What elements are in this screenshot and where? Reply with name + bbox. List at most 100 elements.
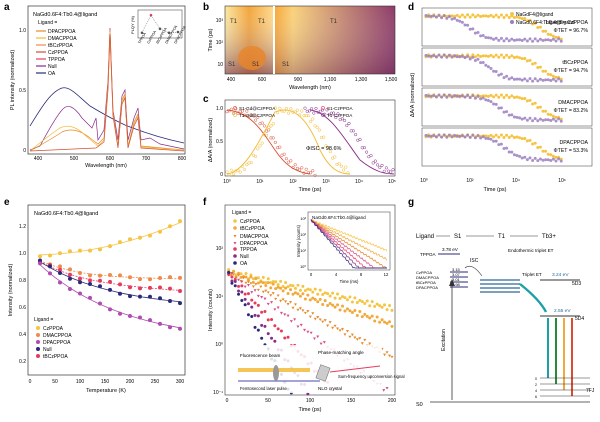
- d-marker-purple: [471, 55, 475, 59]
- g-excitation-arrowhead: [449, 279, 455, 286]
- f-marker: [274, 287, 278, 291]
- d-marker-purple: [497, 143, 501, 147]
- f-marker: [264, 281, 268, 285]
- d-legend-1: NaGd0.6F4:Tb0.4@ligand: [516, 20, 575, 26]
- d-marker-purple: [502, 39, 506, 43]
- d-marker-purple: [531, 79, 535, 83]
- f-marker: [375, 302, 379, 306]
- f-inset-ylabel: Intensity (counts): [296, 224, 301, 256]
- a-legend-title: Ligand =: [38, 20, 57, 26]
- f-marker: [338, 308, 342, 312]
- f-marker: [240, 280, 244, 284]
- d-marker-purple: [502, 110, 506, 114]
- d-marker-purple: [544, 38, 548, 42]
- c-xtick-3: 10³: [322, 179, 330, 185]
- e-legend-marker-1: [36, 333, 40, 337]
- e-marker: [58, 267, 62, 272]
- c-fit-t1-cz: [309, 109, 395, 175]
- c-marker: [340, 117, 344, 121]
- f-marker: [348, 335, 352, 339]
- f-marker: [311, 312, 315, 315]
- f-marker: [286, 285, 290, 289]
- d-marker-purple: [523, 37, 527, 41]
- f-marker: [250, 305, 254, 309]
- d-marker-yellow: [512, 135, 516, 139]
- f-marker: [321, 293, 325, 297]
- e-marker: [108, 307, 112, 312]
- f-marker: [306, 330, 310, 334]
- a-inset-point: [176, 30, 180, 34]
- f-marker: [249, 275, 253, 279]
- e-marker: [118, 291, 122, 296]
- d-marker-purple: [520, 78, 524, 82]
- g-header-0: Ligand: [416, 234, 434, 240]
- f-marker: [365, 299, 369, 303]
- d-marker-yellow: [497, 15, 501, 19]
- b-label-2: S1: [228, 62, 236, 68]
- d-marker-purple: [486, 137, 490, 141]
- d-marker-purple: [471, 27, 475, 31]
- d-marker-purple: [442, 93, 446, 97]
- d-marker-purple: [437, 93, 441, 97]
- g-level-value: 2.98: [452, 282, 461, 287]
- d-marker-purple: [528, 156, 532, 160]
- d-legend-marker-1: [510, 20, 514, 24]
- b-xtick-5: 1,500: [385, 77, 398, 83]
- f-marker: [293, 286, 297, 290]
- d-marker-yellow: [536, 146, 540, 150]
- b-xticks: 400 600 900 1,100 1,300 1,500: [227, 77, 398, 83]
- d-marker-yellow: [450, 14, 454, 18]
- e-ytick-0: 0.2: [19, 359, 26, 365]
- d-marker-purple: [432, 134, 436, 138]
- f-marker: [308, 315, 312, 319]
- c-ylabel: ΔA/A (normalized): [208, 118, 214, 162]
- d-marker-purple: [466, 94, 470, 98]
- f-marker: [301, 309, 305, 313]
- d-marker-yellow: [541, 149, 545, 153]
- f-marker: [243, 303, 247, 307]
- g-d3-energy: 3.24 eV: [552, 272, 569, 278]
- f-legend-5: Null: [240, 254, 249, 260]
- f-marker: [246, 280, 250, 284]
- d-marker-yellow: [533, 141, 537, 145]
- d-marker-yellow: [549, 33, 553, 37]
- d-marker-yellow: [533, 61, 537, 65]
- c-marker: [249, 161, 253, 165]
- d-marker-purple: [429, 134, 433, 138]
- e-marker: [98, 247, 102, 252]
- f-marker: [230, 272, 234, 275]
- d-marker-purple: [468, 135, 472, 139]
- d-legend-marker-0: [510, 12, 514, 16]
- b-xtick-1: 600: [258, 77, 267, 83]
- f-marker: [319, 342, 323, 346]
- f-legend: Ligand = CzPPOA tBCzPPOA DMACPPOA DPACPP…: [232, 210, 269, 267]
- e-legend-marker-3: [36, 347, 40, 351]
- d-marker-purple: [533, 156, 537, 160]
- f-legend-6: OA: [240, 261, 248, 267]
- d-marker-purple: [538, 37, 542, 41]
- g-tppoa-value: 3.78 eV: [442, 247, 459, 252]
- f-marker: [251, 285, 255, 288]
- f-marker: [256, 328, 260, 332]
- f-marker: [336, 303, 340, 307]
- d-row-ligand: tBCzPPOA: [562, 60, 588, 66]
- panel-a-ylabel: PL intensity (normalized): [10, 50, 16, 110]
- b-label-3: S1: [252, 62, 260, 68]
- d-marker-purple: [432, 94, 436, 98]
- f-marker: [240, 284, 244, 288]
- a-inset-point: [149, 13, 153, 17]
- f-marker: [279, 311, 283, 315]
- f-marker: [299, 323, 303, 327]
- f-marker: [254, 283, 258, 286]
- b-heatmap-right-shade: [275, 6, 395, 74]
- f-marker: [343, 333, 347, 336]
- d-marker-purple: [510, 113, 514, 117]
- g-header: Ligand S1 T1 Tb3+: [416, 234, 556, 240]
- d-marker-purple: [505, 74, 509, 78]
- c-marker: [258, 144, 262, 148]
- d-marker-purple: [546, 158, 550, 162]
- f-marker: [306, 310, 310, 313]
- d-marker-yellow: [507, 135, 511, 139]
- d-marker-purple: [546, 78, 550, 82]
- a-inset-series: [140, 13, 180, 35]
